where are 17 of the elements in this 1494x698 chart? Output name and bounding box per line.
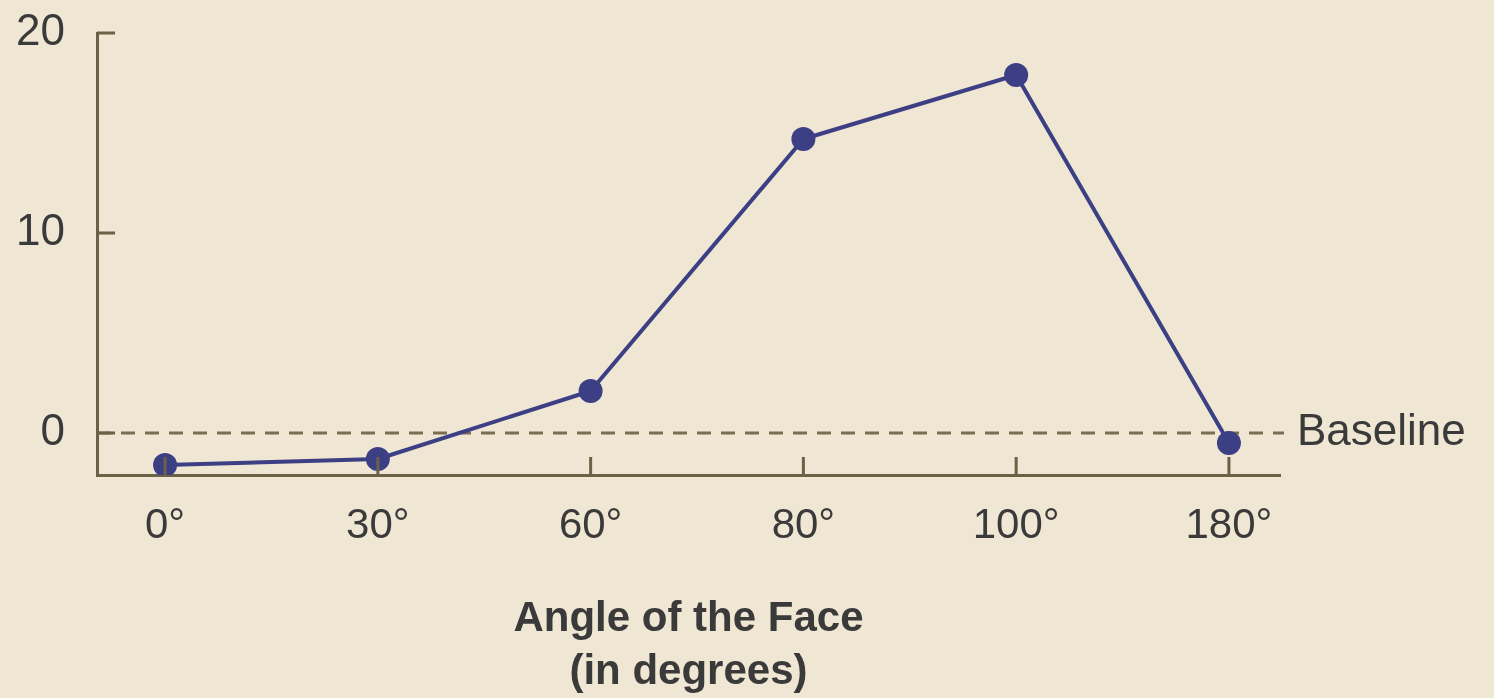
x-axis-title: Angle of the Face (in degrees) [513, 593, 864, 693]
ref-line-label: Baseline [1297, 405, 1466, 455]
point [153, 453, 178, 475]
point [365, 447, 390, 471]
point [1216, 431, 1241, 455]
x-tick-label: 30° [346, 499, 410, 547]
y-tick-label: 10 [16, 205, 65, 255]
x-tick-label: 80° [771, 499, 836, 547]
point [791, 127, 816, 151]
x-tick-label: 0° [145, 499, 186, 547]
x-tick-label: 60° [558, 499, 623, 547]
y-tick-label: 0 [40, 405, 65, 455]
point [578, 379, 603, 403]
point [1004, 63, 1029, 87]
x-tick-label: 180° [1185, 499, 1273, 547]
y-tick-label: 20 [16, 5, 65, 55]
x-tick-label: 100° [972, 499, 1060, 547]
